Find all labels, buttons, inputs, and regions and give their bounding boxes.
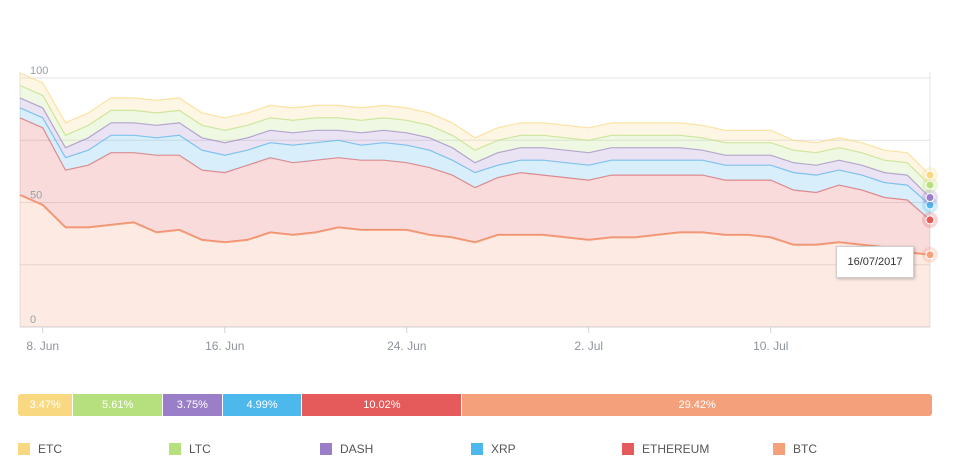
legend-swatch	[773, 443, 785, 455]
legend-swatch	[622, 443, 634, 455]
marker-ethereum	[925, 215, 935, 225]
legend-swatch	[18, 443, 30, 455]
market-share-bar: 3.47% 5.61% 3.75% 4.99% 10.02% 29.42%	[18, 394, 932, 416]
chart-end-markers	[922, 167, 938, 263]
tooltip-date: 16/07/2017	[847, 256, 903, 268]
legend-label: BTC	[793, 442, 817, 456]
x-tick-label: 2. Jul	[574, 339, 603, 353]
legend-item-xrp[interactable]: XRP	[471, 442, 516, 456]
marker-etc	[925, 170, 935, 180]
chart-axes: 0 50 100 8. Jun 16. Jun 24. Jun 2. Jul 10. Jul	[26, 65, 788, 353]
legend-label: ETC	[38, 442, 62, 456]
line-btc	[19, 194, 931, 256]
share-segment-btc: 29.42%	[462, 394, 932, 416]
legend-item-ethereum[interactable]: ETHEREUM	[622, 442, 709, 456]
share-segment-ethereum: 10.02%	[302, 394, 463, 416]
area-xrp	[20, 107, 930, 220]
legend-item-btc[interactable]: BTC	[773, 442, 817, 456]
legend-item-etc[interactable]: ETC	[18, 442, 62, 456]
legend-label: ETHEREUM	[642, 442, 710, 456]
share-segment-etc: 3.47%	[18, 394, 74, 416]
chart-grid	[19, 72, 931, 328]
chart-areas	[19, 72, 931, 327]
marker-ltc	[925, 180, 935, 190]
line-ethereum	[19, 117, 931, 221]
line-ltc	[19, 84, 931, 186]
legend-swatch	[471, 443, 483, 455]
share-segment-xrp: 4.99%	[222, 394, 303, 416]
stacked-area-chart: 0 50 100 8. Jun 16. Jun 24. Jun 2. Jul 10. Jul	[19, 65, 938, 353]
y-tick-label: 0	[30, 314, 36, 326]
share-segment-dash: 3.75%	[162, 394, 223, 416]
legend-label: LTC	[189, 442, 211, 456]
x-tick-label: 8. Jun	[26, 339, 59, 353]
legend-label: DASH	[340, 442, 374, 456]
legend-item-ltc[interactable]: LTC	[169, 442, 211, 456]
y-tick-label: 50	[30, 190, 42, 202]
chart-legend: ETC LTC DASH XRP ETHEREUM BTC	[18, 442, 938, 458]
share-segment-ltc: 5.61%	[73, 394, 163, 416]
y-tick-label: 100	[30, 65, 48, 77]
line-xrp	[19, 107, 931, 206]
area-ethereum	[20, 117, 930, 255]
x-tick-label: 16. Jun	[205, 339, 244, 353]
legend-label: XRP	[491, 442, 516, 456]
marker-dash	[925, 193, 935, 203]
x-tick-label: 10. Jul	[753, 339, 788, 353]
marker-btc	[925, 250, 935, 260]
line-etc	[19, 72, 931, 176]
legend-item-dash[interactable]: DASH	[320, 442, 373, 456]
chart-tooltip: 16/07/2017	[836, 246, 914, 278]
x-tick-label: 24. Jun	[387, 339, 426, 353]
area-btc	[20, 195, 930, 327]
line-dash	[19, 97, 931, 198]
legend-swatch	[169, 443, 181, 455]
legend-swatch	[320, 443, 332, 455]
